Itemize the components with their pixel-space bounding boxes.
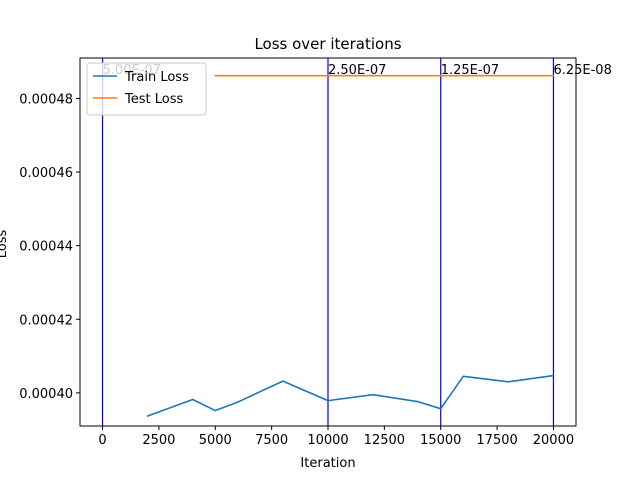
- y-axis-title: Loss: [0, 230, 10, 259]
- vline-label: 1.25E-07: [441, 63, 499, 78]
- y-tick-label: 0.00044: [19, 240, 73, 255]
- train-loss-point: [417, 400, 419, 403]
- x-tick-label: 2500: [142, 433, 175, 448]
- y-tick-label: 0.00042: [19, 313, 73, 328]
- x-axis-title: Iteration: [300, 456, 355, 471]
- x-tick-label: 7500: [255, 433, 288, 448]
- x-tick-label: 15000: [420, 433, 461, 448]
- train-loss-point: [552, 374, 555, 377]
- legend-label-train-loss: Train Loss: [124, 70, 189, 85]
- train-loss-point: [327, 399, 329, 402]
- x-tick-label: 17500: [476, 433, 517, 448]
- train-loss-point: [191, 398, 194, 401]
- x-tick-label: 5000: [199, 433, 232, 448]
- y-tick-label: 0.00046: [19, 166, 73, 181]
- x-tick-label: 0: [98, 433, 106, 448]
- test-loss-point: [552, 74, 555, 77]
- vline-label: 6.25E-08: [553, 63, 611, 78]
- test-loss-point: [439, 74, 442, 77]
- x-tick-label: 20000: [533, 433, 574, 448]
- y-tick-label: 0.00040: [19, 387, 73, 402]
- train-loss-point: [462, 375, 465, 378]
- train-loss-point: [237, 401, 239, 403]
- train-loss-point: [282, 380, 284, 382]
- test-loss-point: [214, 74, 217, 77]
- train-loss-point: [214, 409, 217, 412]
- train-loss-point: [146, 415, 149, 417]
- train-loss-point: [507, 381, 510, 383]
- vline-label: 2.50E-07: [328, 63, 386, 78]
- train-loss-point: [372, 393, 374, 396]
- chart-title: Loss over iterations: [254, 35, 401, 53]
- test-loss-point: [327, 74, 329, 77]
- x-tick-label: 10000: [307, 433, 348, 448]
- train-loss-line: [147, 374, 554, 417]
- legend-label-test-loss: Test Loss: [124, 92, 183, 107]
- x-tick-label: 12500: [364, 433, 405, 448]
- train-loss-point: [439, 407, 442, 410]
- y-tick-label: 0.00048: [19, 92, 73, 107]
- plot-area: 0 2500 5000 7500 10000 12500 15000 17500 20000 0.…: [19, 57, 612, 448]
